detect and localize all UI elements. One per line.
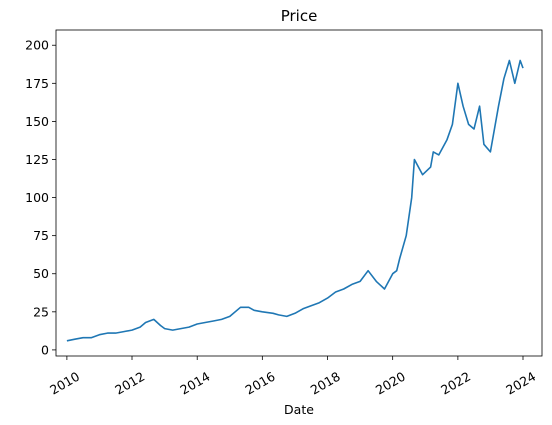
y-tick-label: 150 <box>25 114 49 129</box>
x-axis-title: Date <box>284 402 314 417</box>
price-series-line <box>66 59 524 342</box>
y-tick-label: 0 <box>41 342 49 357</box>
y-axis: 0 25 50 75 100 125 150 175 200 <box>25 38 56 357</box>
y-tick-label: 100 <box>25 190 49 205</box>
y-tick-label: 175 <box>25 76 49 91</box>
x-axis: 2010 2012 2014 2016 2018 2020 2022 2024 <box>47 356 538 398</box>
chart-title: Price <box>281 7 318 25</box>
y-tick-label: 125 <box>25 152 49 167</box>
plot-frame <box>55 29 543 357</box>
plot-area <box>55 29 543 357</box>
x-tick-label: 2024 <box>503 369 538 398</box>
x-tick-label: 2018 <box>308 369 343 398</box>
x-tick-label: 2016 <box>243 369 278 398</box>
y-tick-label: 200 <box>25 38 49 53</box>
x-tick-label: 2012 <box>112 369 147 398</box>
x-tick-label: 2010 <box>47 369 82 398</box>
x-tick-label: 2014 <box>177 369 212 398</box>
x-tick-label: 2022 <box>438 369 473 398</box>
y-tick-label: 50 <box>33 266 49 281</box>
x-tick-label: 2020 <box>373 369 408 398</box>
y-tick-label: 25 <box>33 304 49 319</box>
y-tick-label: 75 <box>33 228 49 243</box>
